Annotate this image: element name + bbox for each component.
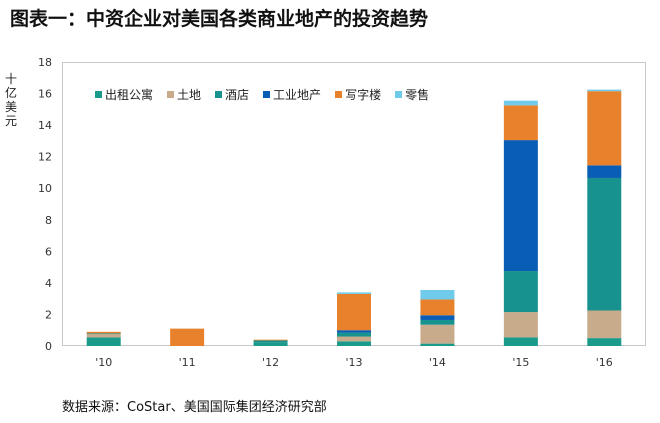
legend-item: 零售 bbox=[395, 86, 429, 103]
bar-segment bbox=[587, 310, 622, 339]
bar-segment bbox=[503, 105, 538, 141]
bar-segment bbox=[337, 292, 371, 294]
legend-label: 写字楼 bbox=[345, 88, 382, 102]
bar-segment bbox=[337, 330, 371, 333]
bar-segment bbox=[86, 331, 121, 334]
legend-label: 酒店 bbox=[225, 88, 250, 102]
bar-segment bbox=[587, 338, 622, 346]
legend-label: 土地 bbox=[177, 88, 202, 102]
legend-item: 土地 bbox=[167, 86, 201, 103]
bar-segment bbox=[337, 341, 371, 346]
bar-segment bbox=[420, 343, 455, 346]
legend-label: 出租公寓 bbox=[105, 88, 154, 102]
bar-segment bbox=[420, 289, 455, 300]
y-tick-label: 18 bbox=[38, 56, 52, 69]
legend-swatch bbox=[215, 91, 223, 98]
bar-segment bbox=[253, 339, 288, 341]
y-tick-label: 14 bbox=[38, 119, 52, 132]
bar-segment bbox=[337, 293, 371, 331]
x-tick-label: '13 bbox=[345, 356, 362, 369]
bar-segment bbox=[86, 333, 121, 335]
y-tick-label: 10 bbox=[38, 182, 52, 195]
bar-segment bbox=[587, 89, 622, 92]
bar-segment bbox=[253, 340, 288, 343]
y-tick-label: 6 bbox=[45, 245, 52, 258]
bar-segment bbox=[86, 337, 121, 346]
legend-item: 酒店 bbox=[215, 86, 249, 103]
x-tick-label: '12 bbox=[262, 356, 279, 369]
x-tick-label: '10 bbox=[95, 356, 112, 369]
bar-segment bbox=[337, 336, 371, 342]
legend-label: 工业地产 bbox=[273, 88, 322, 102]
bar-segment bbox=[503, 312, 538, 338]
legend-label: 零售 bbox=[405, 88, 430, 102]
legend-swatch bbox=[335, 91, 343, 98]
bar-segment bbox=[420, 319, 455, 325]
bar-segment bbox=[587, 91, 622, 166]
legend-swatch bbox=[263, 91, 271, 98]
y-tick-label: 0 bbox=[45, 340, 52, 353]
bar-segment bbox=[503, 100, 538, 106]
bar-segment bbox=[503, 337, 538, 346]
bar-segment bbox=[587, 177, 622, 311]
bar-segment bbox=[170, 328, 205, 346]
y-axis-label: 十亿美元 bbox=[4, 72, 17, 128]
x-tick-label: '11 bbox=[179, 356, 196, 369]
x-tick-label: '15 bbox=[512, 356, 529, 369]
x-tick-label: '16 bbox=[596, 356, 613, 369]
y-tick-label: 16 bbox=[38, 88, 52, 101]
y-tick-label: 4 bbox=[45, 277, 52, 290]
legend-item: 写字楼 bbox=[335, 86, 381, 103]
bar-segment bbox=[420, 299, 455, 316]
legend-swatch bbox=[95, 91, 102, 98]
bar-segment bbox=[420, 315, 455, 320]
y-tick-label: 2 bbox=[45, 308, 52, 321]
chart-title: 图表一：中资企业对美国各类商业地产的投资趋势 bbox=[10, 8, 429, 30]
bar-segment bbox=[337, 332, 371, 337]
bar-segment bbox=[503, 140, 538, 272]
bar-segment bbox=[253, 342, 288, 346]
bar-segment bbox=[587, 165, 622, 178]
bar-segment bbox=[86, 334, 121, 338]
source-note: 数据来源：CoStar、美国国际集团经济研究部 bbox=[62, 400, 327, 415]
x-tick-label: '14 bbox=[429, 356, 446, 369]
legend-item: 出租公寓 bbox=[95, 86, 153, 103]
legend: 出租公寓 土地 酒店 工业地产 写字楼 零售 bbox=[95, 86, 429, 103]
bar-segment bbox=[503, 271, 538, 313]
legend-swatch bbox=[167, 91, 175, 98]
legend-item: 工业地产 bbox=[263, 86, 321, 103]
legend-swatch bbox=[395, 91, 403, 98]
y-tick-label: 8 bbox=[45, 214, 52, 227]
bar-segment bbox=[420, 324, 455, 344]
y-tick-label: 12 bbox=[38, 151, 52, 164]
